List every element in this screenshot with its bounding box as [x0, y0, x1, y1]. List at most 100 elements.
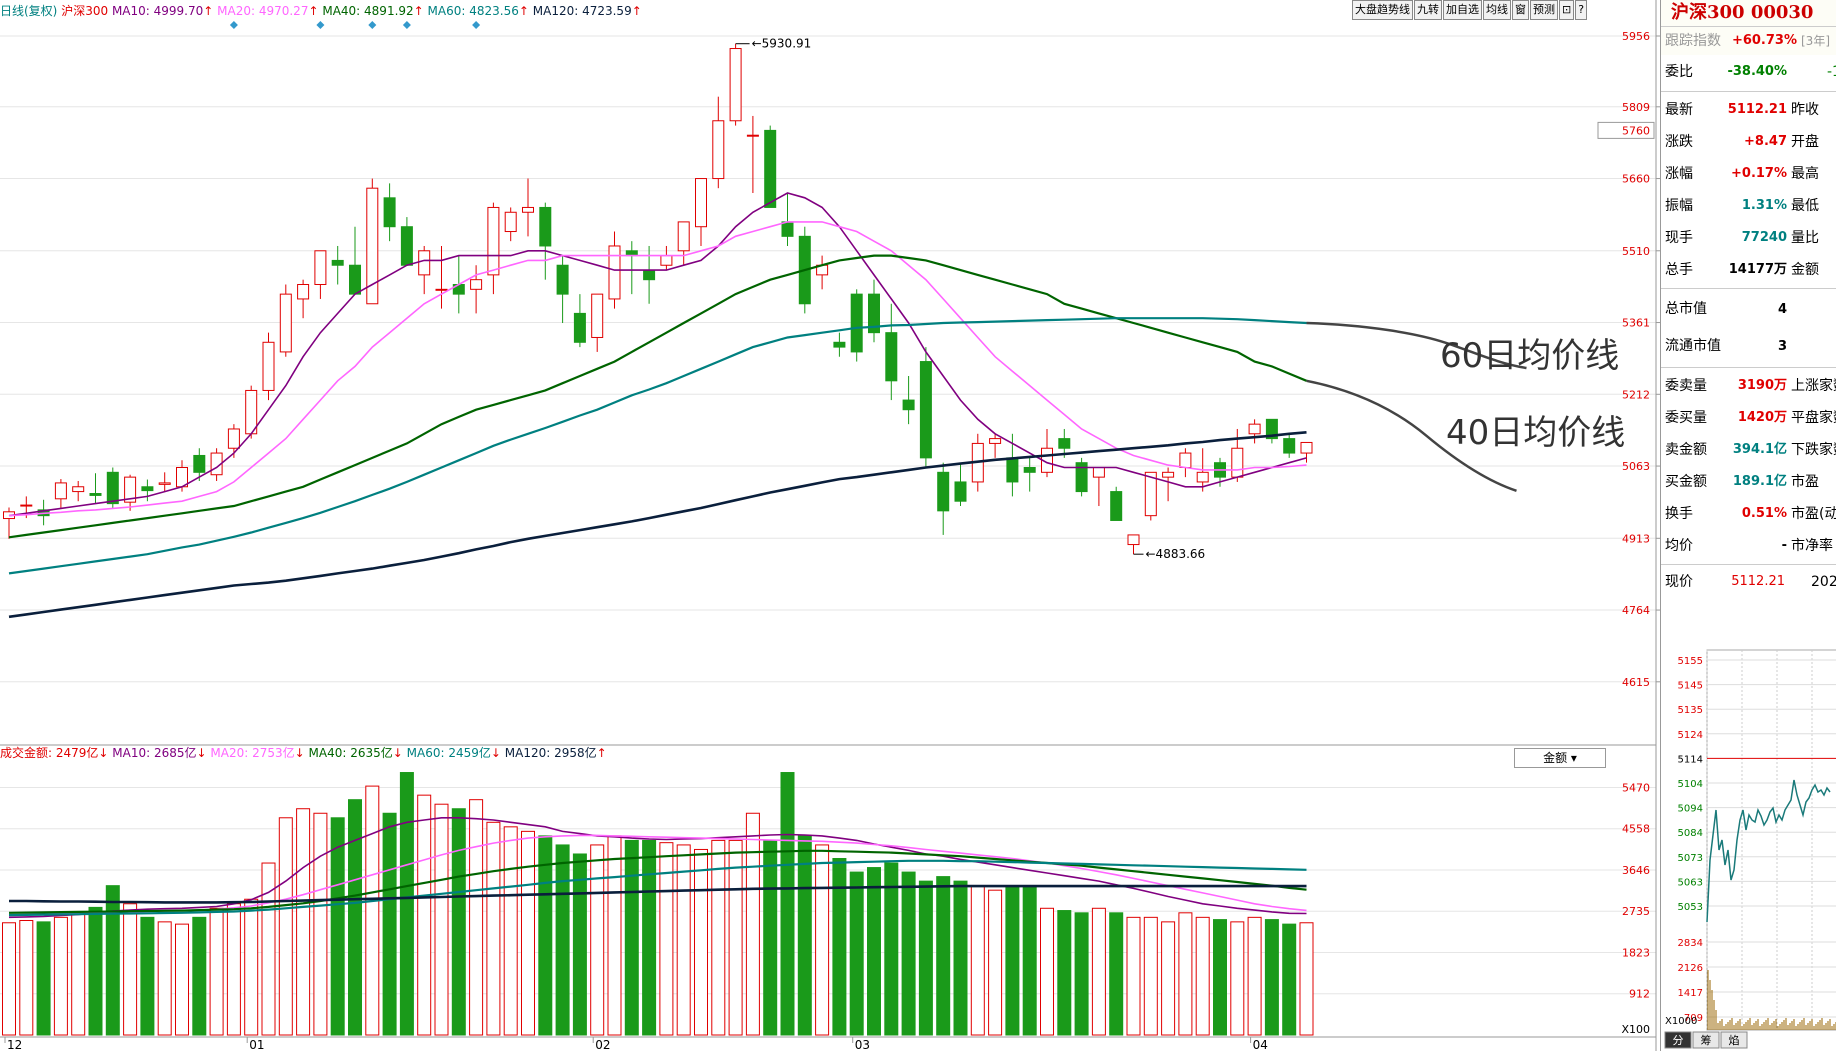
ma40-annotation: 40日均价线	[1446, 413, 1626, 453]
toolbar-add-favorite-button[interactable]: 加自选	[1443, 0, 1482, 20]
price-ma-line-ma120	[8, 431, 1307, 619]
quote-label2: 最低	[1791, 198, 1819, 214]
mini-vol-tick: 2834	[1678, 938, 1703, 949]
volume-bar	[157, 921, 172, 1036]
candle-body	[383, 197, 396, 228]
price-ma-line-ma20	[8, 221, 1307, 517]
candle-body	[695, 178, 707, 228]
volume-bar	[1057, 910, 1072, 1036]
quote-value: 5112.21	[1727, 102, 1787, 117]
candle-body	[712, 120, 725, 180]
candle-body	[677, 221, 690, 252]
volume-bar	[745, 812, 760, 1036]
candle-body	[937, 471, 950, 512]
weibi-extra: -1	[1827, 64, 1836, 80]
mini-tab-2	[1720, 1031, 1748, 1049]
mini-tab-label[interactable]: 筹	[1701, 1033, 1712, 1047]
candle-body	[106, 471, 119, 505]
price-tick-label: 4615	[1622, 676, 1650, 689]
mini-tick: 5145	[1678, 681, 1703, 692]
quote-value: 0.51%	[1741, 506, 1787, 521]
toolbar-help-icon[interactable]: ?	[1575, 0, 1588, 20]
quote-row: 换手 0.51% 市盈(动)	[1661, 498, 1836, 530]
mini-vol-tick: 1417	[1678, 988, 1703, 999]
intraday-mini-chart[interactable]: 5155 5145 5135 5124 5114 5104 5094 5084 5073 5063…	[1661, 640, 1836, 1051]
volume-bar	[728, 839, 743, 1036]
candle-body	[539, 206, 552, 247]
price-ma-line-ma10	[8, 192, 1307, 517]
volume-bar	[901, 871, 916, 1036]
volume-bar	[1264, 919, 1279, 1036]
vol-legend-ma120: MA120: 2958亿	[504, 746, 597, 760]
quote-value: 3190万	[1737, 378, 1787, 393]
mini-tab-label[interactable]: 焰	[1729, 1033, 1740, 1047]
volume-bar	[434, 803, 449, 1036]
mini-tick: 5073	[1678, 853, 1703, 864]
candle-body	[297, 284, 310, 300]
volume-bars	[2, 772, 1314, 1036]
volume-bar	[867, 867, 881, 1036]
volume-bar	[71, 912, 86, 1036]
volume-bar	[1109, 912, 1124, 1036]
mini-tick: 5063	[1678, 877, 1703, 888]
volume-type-select[interactable]: 金额 ▾	[1514, 748, 1606, 768]
volume-bar	[918, 880, 933, 1036]
quote-label2: 市盈	[1791, 474, 1819, 490]
candle-body	[1023, 467, 1036, 473]
volume-tick-label: 912	[1629, 988, 1650, 1001]
volume-bar	[1178, 912, 1193, 1036]
volume-bar	[1247, 916, 1262, 1036]
quote-value: 189.1亿	[1732, 474, 1787, 489]
volume-bar	[19, 920, 34, 1036]
quote-value: 14177万	[1728, 262, 1787, 277]
quote-rows-orders: 委卖量 3190万上涨家数委买量 1420万平盘家数卖金额 394.1亿下跌家数买金额…	[1661, 370, 1836, 562]
quote-label: 委买量	[1665, 410, 1707, 426]
toolbar-trend-button[interactable]: 大盘趋势线	[1352, 0, 1413, 20]
current-value: 5112.21	[1731, 574, 1785, 589]
time-tick-label: 01	[249, 1038, 264, 1051]
candle-body	[1075, 462, 1088, 493]
chart-toolbar: 大盘趋势线 九转 加自选 均线 窗 预测 ⊡ ?	[1352, 0, 1588, 20]
legend-ma120: MA120: 4723.59	[532, 4, 632, 18]
quote-label2: 量比	[1791, 230, 1819, 246]
candle-body	[1248, 423, 1261, 435]
price-ma-line-ma60	[8, 317, 1307, 575]
quote-value: 1.31%	[1741, 198, 1787, 213]
quote-row: 现手 77240 量比	[1661, 222, 1836, 254]
mini-vol-tick: 709	[1684, 1013, 1703, 1024]
quote-value: 1420万	[1737, 410, 1787, 425]
mini-tick: 5124	[1678, 730, 1703, 741]
toolbar-ma-button[interactable]: 均线	[1483, 0, 1511, 20]
mini-frame	[1706, 649, 1836, 1031]
toolbar-jiuzhuan-button[interactable]: 九转	[1414, 0, 1442, 20]
toolbar-window-button[interactable]: 窗	[1512, 0, 1529, 20]
volume-bar	[226, 903, 241, 1036]
quote-row: 委买量 1420万平盘家数	[1661, 402, 1836, 434]
volume-bar	[1005, 885, 1020, 1036]
candle-body	[54, 482, 67, 500]
volume-bar	[88, 906, 103, 1036]
volume-bar	[555, 844, 570, 1036]
volume-bar	[815, 844, 830, 1036]
price-ma-line-ma40	[8, 254, 1307, 539]
legend-index: 沪深300	[61, 4, 109, 18]
toolbar-lock-icon[interactable]: ⊡	[1559, 0, 1575, 20]
vol-legend-title: 成交金额: 2479亿	[0, 746, 99, 760]
candle-body	[504, 211, 517, 233]
toolbar-forecast-button[interactable]: 预测	[1530, 0, 1558, 20]
volume-bar	[572, 853, 587, 1036]
candle-body	[227, 428, 240, 449]
kline-chart[interactable]: 5956 5809 5660 5510 5361 5212 5063 4913 4764 4615…	[0, 0, 1660, 1051]
quote-label: 现手	[1665, 230, 1693, 246]
volume-bar	[330, 817, 345, 1036]
current-extra: 202	[1811, 574, 1836, 590]
volume-bar	[53, 916, 68, 1036]
candle-body	[331, 259, 344, 266]
mini-price-line	[1706, 779, 1831, 923]
quote-label2: 最高	[1791, 166, 1819, 182]
volume-x100-label: X100	[1621, 1023, 1650, 1036]
volume-bar	[1282, 923, 1297, 1036]
volume-bar	[503, 826, 518, 1036]
mini-tab-label[interactable]: 分	[1673, 1034, 1684, 1047]
